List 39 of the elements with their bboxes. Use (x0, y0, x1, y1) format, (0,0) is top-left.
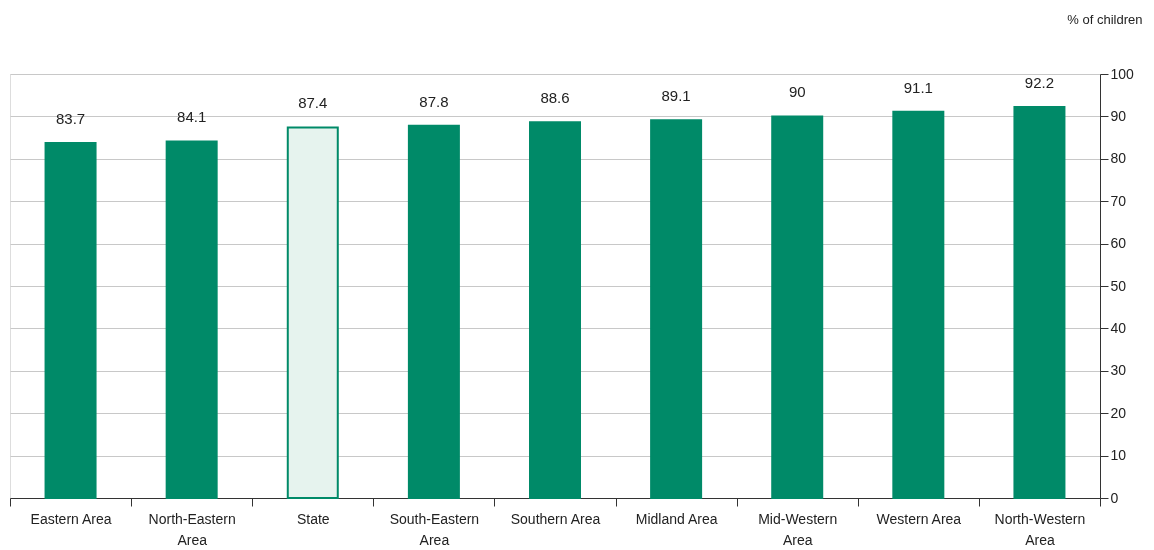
x-tick-label: Southern Area (510, 510, 601, 527)
data-label: 90 (788, 83, 806, 101)
bar (529, 121, 581, 499)
bar (44, 142, 97, 499)
y-tick-label: 40 (1110, 319, 1127, 336)
y-tick-label: 10 (1110, 447, 1127, 464)
bar (1013, 106, 1066, 499)
data-label: 83.7 (55, 110, 86, 128)
x-tick-label: South-Eastern Area (389, 510, 480, 548)
bar (286, 126, 339, 499)
data-label: 92.2 (1024, 74, 1055, 92)
bar (892, 110, 945, 499)
x-tick-label: Mid-Western Area (758, 510, 838, 548)
y-axis-title: % of children (1067, 11, 1143, 27)
y-tick-label: 70 (1110, 192, 1127, 209)
data-label: 84.1 (177, 108, 207, 126)
x-tick-label: Eastern Area (30, 510, 112, 527)
x-tick-label: Midland Area (635, 510, 718, 527)
data-label: 88.6 (540, 89, 570, 107)
data-label: 89.1 (661, 87, 691, 105)
data-label: 91.1 (903, 78, 933, 96)
y-tick-label: 60 (1110, 235, 1127, 252)
y-tick-label: 80 (1110, 150, 1127, 167)
bar (771, 115, 824, 499)
data-label: 87.4 (298, 94, 328, 112)
y-tick-label: 90 (1110, 107, 1127, 124)
y-tick-label: 100 (1110, 65, 1135, 82)
bar (407, 124, 460, 499)
bar (650, 119, 703, 499)
x-tick-label: North-Western Area (994, 510, 1086, 548)
x-tick-label: State (296, 510, 330, 527)
y-tick-label: 0 (1110, 489, 1119, 506)
x-tick-label: North-Eastern Area (148, 510, 236, 548)
bar (165, 140, 218, 499)
y-tick-label: 50 (1110, 277, 1127, 294)
data-label: 87.8 (419, 92, 449, 110)
x-tick-label: Western Area (876, 510, 962, 527)
y-tick-label: 30 (1110, 362, 1127, 379)
y-tick-label: 20 (1110, 404, 1127, 421)
